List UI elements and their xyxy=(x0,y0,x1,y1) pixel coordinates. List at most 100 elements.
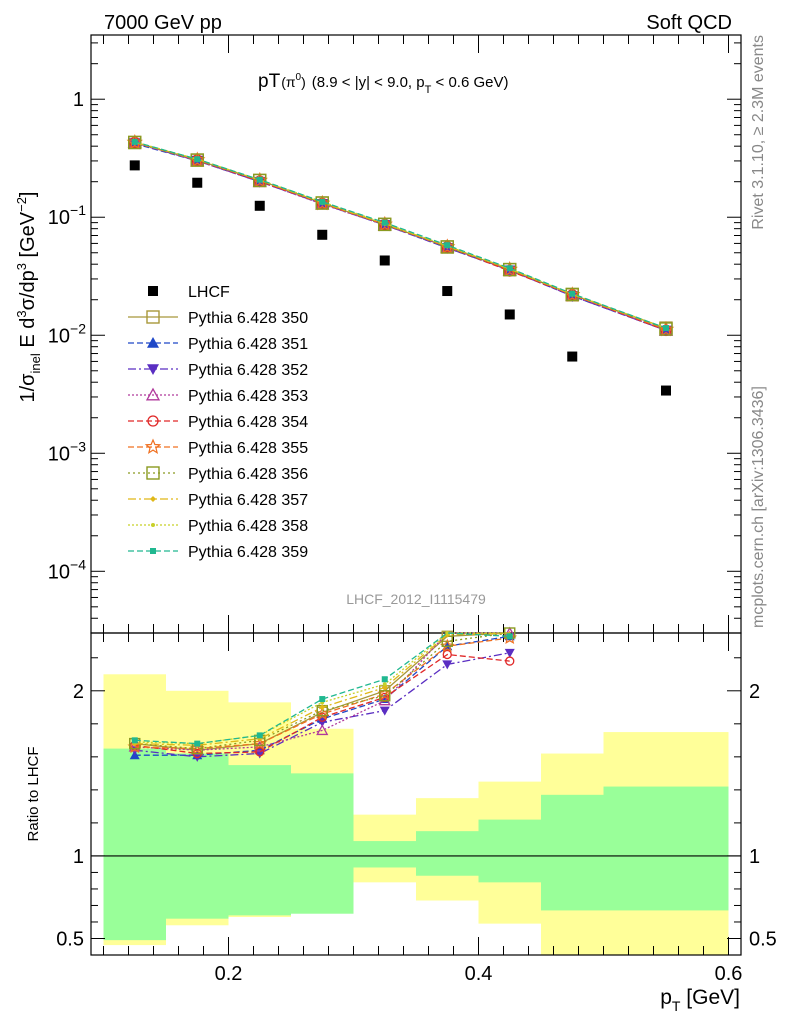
marker xyxy=(379,706,390,716)
lhcf-data-point xyxy=(504,309,515,320)
series-pythia-6428-354 xyxy=(129,136,672,337)
marker xyxy=(381,676,388,683)
marker xyxy=(378,217,392,232)
legend-label: Pythia 6.428 359 xyxy=(188,544,308,561)
ratio-tick-label-right: 0.5 xyxy=(749,928,777,950)
marker xyxy=(194,156,201,163)
ratio-tick-label: 0.5 xyxy=(56,928,84,950)
band-inner-rect xyxy=(416,831,479,876)
marker xyxy=(379,690,391,702)
analysis-id-label: LHCF_2012_I1115479 xyxy=(346,591,486,607)
legend-label: Pythia 6.428 350 xyxy=(188,310,308,327)
ratio-tick-label: 2 xyxy=(73,681,84,703)
marker xyxy=(319,696,326,703)
marker xyxy=(256,176,263,183)
ratio-tick-label-right: 2 xyxy=(749,681,760,703)
ratio-y-axis-label: Ratio to LHCF xyxy=(25,746,42,841)
x-axis-label: pT [GeV] xyxy=(660,986,740,1014)
marker xyxy=(445,631,450,635)
series-pythia-6428-355 xyxy=(126,133,675,337)
marker xyxy=(315,196,329,210)
marker xyxy=(131,737,138,744)
marker xyxy=(256,732,263,739)
legend-label: Pythia 6.428 356 xyxy=(188,466,308,483)
marker xyxy=(190,153,204,167)
lhcf-data-point xyxy=(379,255,390,266)
x-tick-label: 0.4 xyxy=(465,963,493,985)
band-inner-rect xyxy=(353,841,416,868)
y-tick-label: 10−3 xyxy=(48,438,86,465)
series-line xyxy=(134,143,667,332)
marker xyxy=(506,633,513,640)
category-label: Soft QCD xyxy=(646,12,732,34)
marker xyxy=(146,310,160,324)
y-tick-label: 10−2 xyxy=(48,320,86,347)
ratio-tick-label: 1 xyxy=(73,846,84,868)
ratio-series xyxy=(131,632,513,747)
marker xyxy=(129,136,141,149)
marker xyxy=(382,682,387,687)
marker xyxy=(255,747,265,757)
ratio-uncertainty-bands xyxy=(91,674,741,955)
y-tick-label: 10−1 xyxy=(48,202,86,229)
ratio-plot-frame xyxy=(90,632,742,956)
marker xyxy=(146,466,160,480)
marker xyxy=(442,660,453,670)
marker xyxy=(148,286,158,296)
marker xyxy=(126,133,143,150)
x-tick-label: 0.6 xyxy=(715,963,743,985)
mcplots-label: mcplots.cern.ch [arXiv:1306.3436] xyxy=(750,386,767,628)
series-line xyxy=(134,141,667,332)
series-pythia-6428-356 xyxy=(128,135,673,336)
marker xyxy=(150,496,156,502)
marker xyxy=(319,704,326,711)
marker xyxy=(253,173,267,188)
lhcf-data-point xyxy=(192,177,203,188)
band-inner-rect xyxy=(603,786,729,911)
y-tick-label: 1 xyxy=(73,89,84,111)
marker xyxy=(505,656,515,666)
marker xyxy=(151,523,155,527)
rivet-version-label: Rivet 3.1.10, ≥ 2.3M events xyxy=(750,35,767,230)
mc-ratio-lines xyxy=(127,626,518,762)
marker xyxy=(663,325,669,332)
marker xyxy=(444,242,451,249)
lhcf-data-point xyxy=(567,351,578,362)
y-axis-label: 1/σinel E d3σ/dp3 [GeV−2] xyxy=(14,191,43,402)
marker xyxy=(254,749,265,759)
axis-ticks: 1 10−1 10−2 10−3 10−4 0.2 0.4 0.6 2 2 1 1 0.5 0.5 xyxy=(48,35,777,985)
band-inner-rect xyxy=(478,819,541,883)
band-inner-rect xyxy=(166,753,229,919)
band-inner-rect xyxy=(228,765,291,916)
lhcf-data-point xyxy=(661,385,671,396)
legend-label: Pythia 6.428 357 xyxy=(188,492,308,509)
legend-label: Pythia 6.428 358 xyxy=(188,518,308,535)
legend-label: Pythia 6.428 351 xyxy=(188,336,308,353)
plot-title: pT(π0) (8.9 < |y| < 9.0, pT < 0.6 GeV) xyxy=(258,71,508,96)
marker xyxy=(147,337,159,348)
marker xyxy=(128,135,142,150)
series-line xyxy=(134,142,667,332)
y-tick-label: 10−4 xyxy=(48,556,86,583)
ratio-tick-label-right: 1 xyxy=(749,846,760,868)
legend-label: Pythia 6.428 353 xyxy=(188,388,308,405)
marker xyxy=(147,415,159,427)
marker xyxy=(569,290,576,297)
legend: LHCF Pythia 6.428 350 Pythia 6.428 351 Pyth… xyxy=(128,284,308,561)
marker xyxy=(657,320,675,337)
series-pythia-6428-351 xyxy=(128,137,672,336)
series-pythia-6428-353 xyxy=(127,135,674,336)
marker xyxy=(317,712,327,722)
lhcf-data-point xyxy=(317,229,328,240)
marker xyxy=(316,724,329,736)
marker xyxy=(147,364,159,375)
series-pythia-6428-359 xyxy=(131,138,669,332)
marker xyxy=(564,286,581,302)
marker xyxy=(442,649,452,660)
marker xyxy=(191,154,203,166)
marker xyxy=(145,387,161,401)
marker xyxy=(565,287,579,302)
marker xyxy=(150,548,156,554)
band-inner-rect xyxy=(541,794,604,911)
lhcf-data-point xyxy=(129,160,140,171)
